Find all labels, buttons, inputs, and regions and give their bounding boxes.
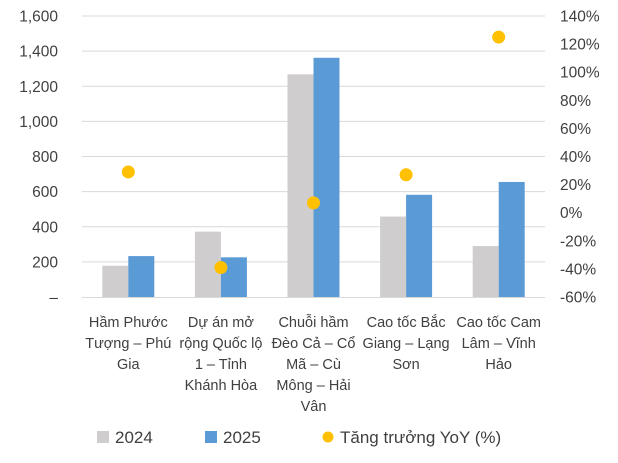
bar-2025-1 xyxy=(128,256,155,297)
category-label: Dự án mở xyxy=(188,315,254,331)
y-right-tick-label: 80% xyxy=(560,93,591,110)
legend-label: Tăng trưởng YoY (%) xyxy=(340,428,501,447)
y-left-tick-label: 1,400 xyxy=(19,44,58,61)
category-label: Khánh Hòa xyxy=(185,378,258,394)
category-label: 1 – Tỉnh xyxy=(195,357,247,373)
y-right-tick-label: 40% xyxy=(560,149,591,166)
y-left-tick-label: 800 xyxy=(32,149,58,166)
legend-label: 2025 xyxy=(223,428,261,447)
y-left-tick-label: 400 xyxy=(32,219,58,236)
bar-2024-4 xyxy=(380,216,407,297)
y-right-tick-label: -20% xyxy=(560,233,596,250)
category-label: Lâm – Vĩnh xyxy=(462,336,536,352)
y-right-tick-label: -40% xyxy=(560,261,596,278)
y-left-tick-label: 200 xyxy=(32,254,58,271)
bar-2024-1 xyxy=(102,265,129,297)
bar-2025-4 xyxy=(406,194,433,297)
y-right-tick-label: 20% xyxy=(560,177,591,194)
y-left-tick-label: 1,600 xyxy=(19,9,58,26)
bar-2024-3 xyxy=(287,74,314,298)
category-label: Vân xyxy=(301,399,327,415)
category-label: Gia xyxy=(117,357,141,373)
category-label: Tượng – Phú xyxy=(85,336,171,352)
bar-2024-5 xyxy=(472,246,499,297)
category-label: Hầm Phước xyxy=(89,315,168,331)
category-label: Giang – Lạng xyxy=(363,336,450,352)
legend-swatch xyxy=(97,431,109,443)
legend-swatch xyxy=(322,431,334,443)
category-label: Sơn xyxy=(392,357,419,373)
y-right-tick-label: 0% xyxy=(560,205,583,222)
category-label: rộng Quốc lộ xyxy=(179,336,262,352)
yoy-point-2 xyxy=(214,260,228,274)
legend-label: 2024 xyxy=(115,428,153,447)
category-label: Mã – Cù xyxy=(286,357,341,373)
y-left-tick-label: 600 xyxy=(32,184,58,201)
legend-swatch xyxy=(205,431,217,443)
category-label: Cao tốc Cam xyxy=(456,315,541,331)
category-label: Mông – Hải xyxy=(276,378,350,394)
yoy-point-4 xyxy=(399,168,413,182)
bar-2025-5 xyxy=(498,181,525,297)
y-left-tick-label: – xyxy=(49,290,58,307)
y-right-tick-label: 120% xyxy=(560,37,600,54)
y-left-tick-label: 1,200 xyxy=(19,79,58,96)
category-label: Hảo xyxy=(485,357,512,373)
y-right-tick-label: 60% xyxy=(560,121,591,138)
y-right-tick-label: 100% xyxy=(560,65,600,82)
yoy-point-3 xyxy=(307,196,320,210)
bar-2025-3 xyxy=(313,57,340,297)
yoy-point-5 xyxy=(492,30,506,44)
yoy-point-1 xyxy=(121,165,135,179)
category-label: Đèo Cả – Cổ xyxy=(272,336,356,352)
y-right-tick-label: 140% xyxy=(560,9,600,26)
category-label: Cao tốc Bắc xyxy=(367,314,446,331)
y-left-tick-label: 1,000 xyxy=(19,114,58,131)
category-label: Chuỗi hầm xyxy=(278,314,348,331)
y-right-tick-label: -60% xyxy=(560,290,596,307)
